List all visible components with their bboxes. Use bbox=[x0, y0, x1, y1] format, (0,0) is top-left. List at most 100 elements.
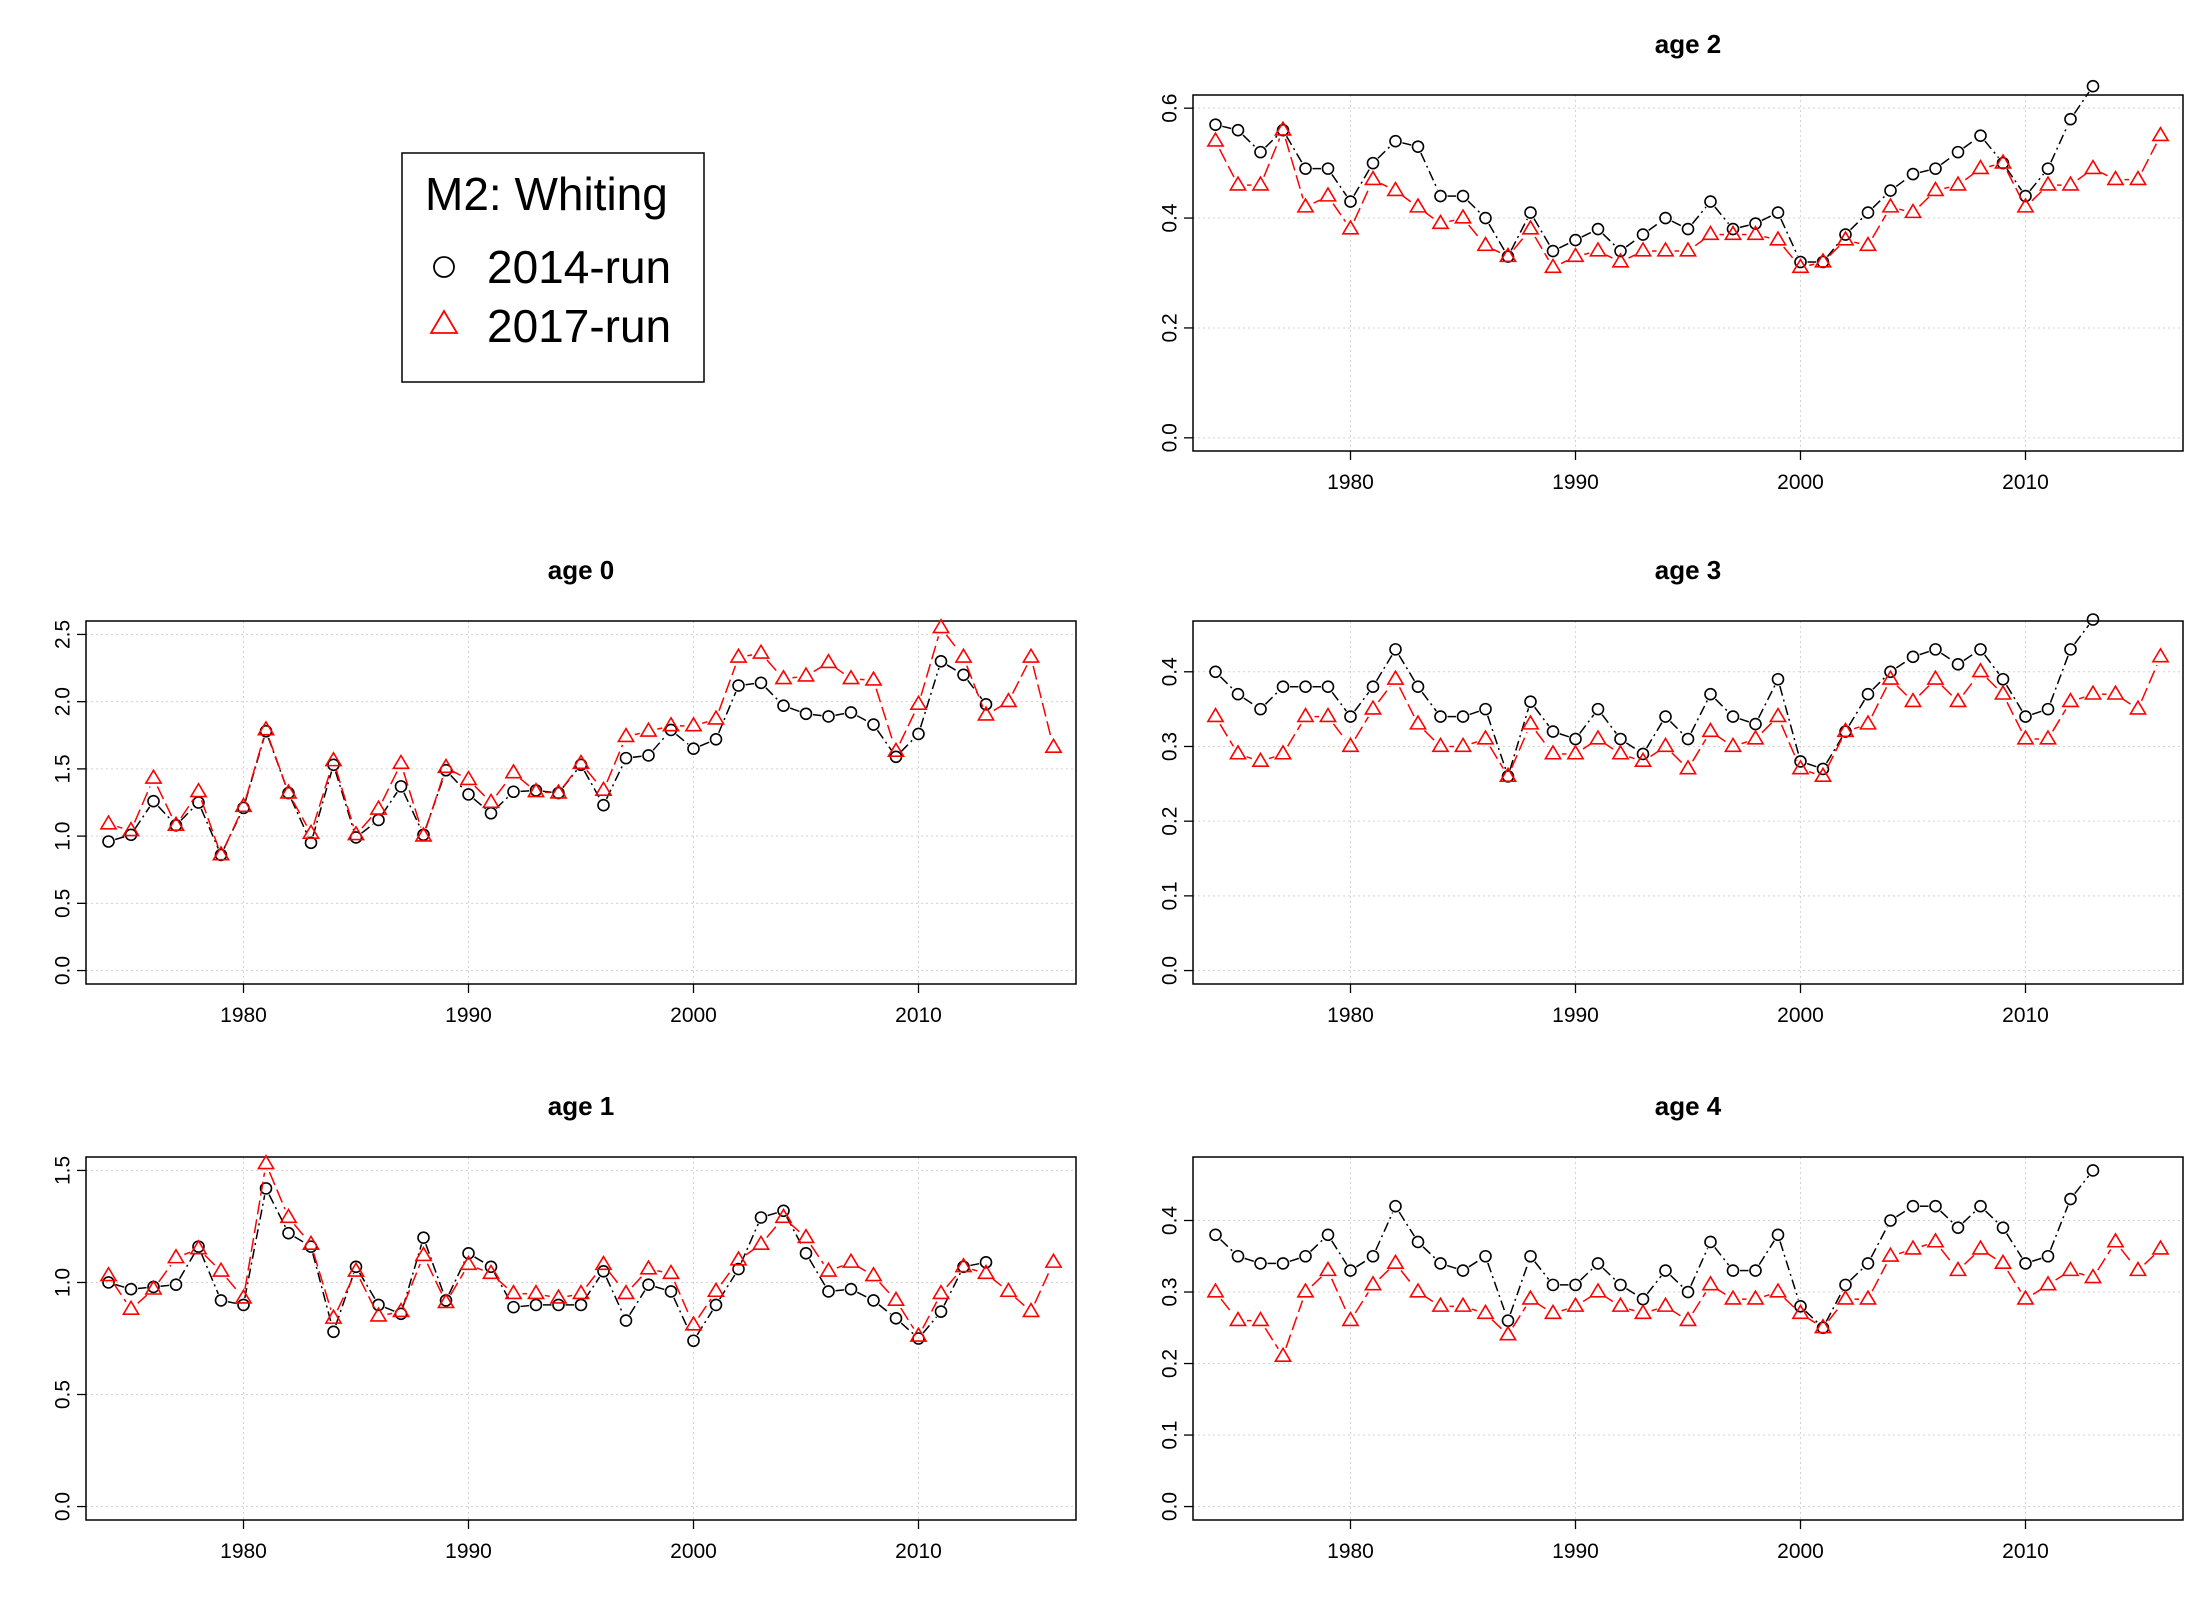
data-point bbox=[189, 782, 208, 798]
data-point bbox=[301, 1234, 321, 1250]
series-segment bbox=[813, 666, 822, 673]
data-point bbox=[1389, 1199, 1402, 1213]
series-segment bbox=[1854, 241, 1860, 245]
data-point bbox=[1926, 181, 1945, 197]
data-point bbox=[1251, 175, 1270, 191]
series-segment bbox=[2120, 1248, 2134, 1264]
series-segment bbox=[856, 1291, 868, 1298]
series-segment bbox=[1356, 1259, 1368, 1268]
series-segment bbox=[1032, 665, 1053, 739]
data-point bbox=[1411, 140, 1425, 153]
series-segment bbox=[361, 823, 374, 834]
series-segment bbox=[1222, 125, 1232, 130]
data-point bbox=[1476, 729, 1495, 745]
series-segment bbox=[1354, 1292, 1369, 1314]
series-segment bbox=[1671, 752, 1683, 764]
series-segment bbox=[629, 1290, 646, 1316]
data-point bbox=[2061, 1260, 2080, 1277]
series-segment bbox=[1561, 1308, 1568, 1312]
series-segment bbox=[1783, 1297, 1795, 1308]
series-segment bbox=[1489, 746, 1504, 770]
data-point bbox=[1434, 189, 1447, 203]
data-point bbox=[1543, 744, 1563, 760]
series-segment bbox=[1534, 1261, 1550, 1280]
data-point bbox=[934, 655, 948, 668]
data-point bbox=[1749, 1264, 1762, 1277]
x-tick-label: 2000 bbox=[1777, 1540, 1824, 1563]
legend-entry-2017-run: 2017-run bbox=[487, 300, 671, 352]
series-segment bbox=[384, 1306, 395, 1312]
data-point bbox=[1453, 1296, 1473, 1312]
series-segment bbox=[745, 682, 755, 686]
series-segment bbox=[2074, 1175, 2090, 1195]
series-segment bbox=[402, 771, 422, 828]
series-segment bbox=[879, 1281, 891, 1295]
x-tick-label: 1990 bbox=[445, 1004, 492, 1027]
data-point bbox=[1768, 230, 1788, 246]
data-point bbox=[639, 721, 658, 737]
data-point bbox=[1389, 134, 1402, 148]
data-point bbox=[732, 679, 745, 692]
data-point bbox=[1344, 1264, 1357, 1277]
data-point bbox=[976, 705, 996, 721]
series-segment bbox=[1264, 1327, 1279, 1350]
series-segment bbox=[1780, 724, 1798, 761]
series-segment bbox=[1487, 1262, 1507, 1315]
data-point bbox=[799, 1247, 813, 1260]
series-segment bbox=[1690, 700, 1709, 734]
series-segment bbox=[2052, 708, 2067, 732]
series-segment bbox=[1605, 1296, 1614, 1303]
data-point bbox=[796, 1228, 816, 1244]
series-2014-run bbox=[1209, 1164, 2100, 1335]
data-point bbox=[1296, 197, 1315, 213]
series-segment bbox=[810, 1244, 825, 1265]
series-segment bbox=[2050, 125, 2069, 163]
data-point bbox=[1254, 1257, 1267, 1270]
data-point bbox=[1836, 230, 1855, 246]
series-segment bbox=[1761, 214, 1773, 222]
panel-title: age 1 bbox=[548, 1091, 615, 1121]
series-segment bbox=[1692, 738, 1707, 762]
data-point bbox=[1411, 1235, 1425, 1249]
panel-title: age 3 bbox=[1655, 555, 1722, 585]
series-segment bbox=[426, 1263, 443, 1295]
series-segment bbox=[1602, 233, 1617, 247]
series-segment bbox=[1469, 710, 1480, 716]
data-point bbox=[1881, 669, 1900, 685]
data-point bbox=[2151, 1239, 2170, 1255]
data-point bbox=[1746, 224, 1765, 241]
x-tick-label: 2000 bbox=[1777, 471, 1824, 494]
data-point bbox=[1566, 744, 1585, 760]
data-point bbox=[1254, 145, 1267, 159]
series-segment bbox=[789, 707, 800, 713]
series-segment bbox=[1535, 730, 1549, 748]
series-segment bbox=[2031, 190, 2043, 202]
data-point bbox=[1813, 252, 1833, 268]
series-segment bbox=[1471, 1308, 1478, 1312]
series-segment bbox=[900, 1307, 915, 1330]
data-point bbox=[1948, 1260, 1968, 1277]
series-segment bbox=[1377, 685, 1391, 703]
data-point bbox=[1951, 145, 1965, 159]
series-segment bbox=[1354, 716, 1369, 740]
data-point bbox=[912, 727, 925, 741]
y-tick-label: 0.3 bbox=[1159, 732, 1182, 761]
data-point bbox=[822, 1285, 835, 1298]
data-point bbox=[2016, 197, 2035, 213]
data-point bbox=[1816, 762, 1830, 776]
series-segment bbox=[1353, 187, 1370, 222]
series-segment bbox=[1984, 654, 2000, 675]
data-point bbox=[864, 670, 883, 686]
series-segment bbox=[1243, 697, 1256, 706]
data-point bbox=[1971, 159, 1990, 175]
series-segment bbox=[1534, 236, 1550, 261]
series-segment bbox=[1628, 254, 1636, 259]
series-segment bbox=[1380, 182, 1388, 188]
series-segment bbox=[878, 1304, 891, 1315]
series-segment bbox=[1714, 1246, 1730, 1266]
data-point bbox=[706, 1281, 726, 1298]
data-point bbox=[1771, 672, 1785, 686]
data-point bbox=[909, 1326, 928, 1342]
series-segment bbox=[312, 769, 332, 826]
series-segment bbox=[226, 1277, 239, 1292]
